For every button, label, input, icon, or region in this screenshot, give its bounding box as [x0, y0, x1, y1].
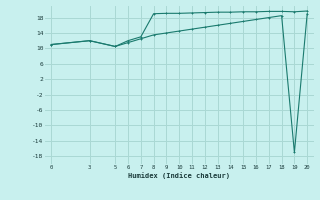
X-axis label: Humidex (Indice chaleur): Humidex (Indice chaleur) [128, 172, 230, 179]
